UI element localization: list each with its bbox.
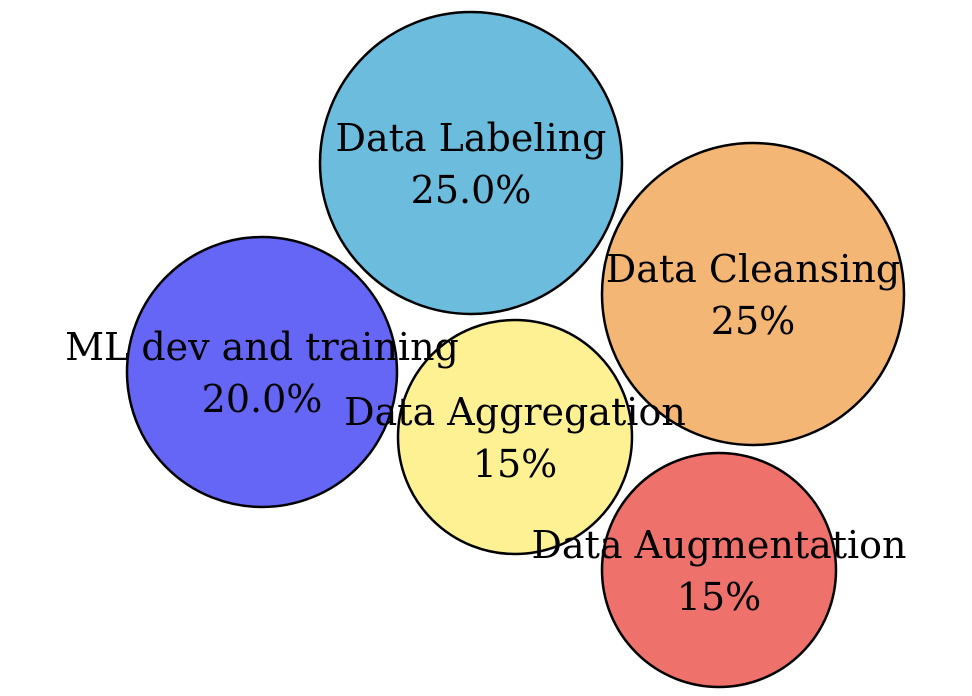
bubble-label-data-augmentation: Data Augmentation <box>531 523 906 567</box>
bubble-label-data-cleansing: Data Cleansing <box>606 247 900 291</box>
bubble-value-data-labeling: 25.0% <box>411 168 532 212</box>
bubble-data-cleansing <box>600 141 906 447</box>
bubble-data-aggregation <box>396 318 634 556</box>
bubble-label-ml-dev-and-training: ML dev and training <box>65 325 459 369</box>
bubble-value-data-augmentation: 15% <box>677 575 761 619</box>
bubble-value-ml-dev-and-training: 20.0% <box>202 377 323 421</box>
bubble-ml-dev-and-training <box>125 235 399 509</box>
bubble-value-data-aggregation: 15% <box>473 442 557 486</box>
bubble-data-labeling <box>318 10 624 316</box>
bubble-value-data-cleansing: 25% <box>711 299 795 343</box>
bubble-data-augmentation <box>600 451 838 689</box>
bubble-label-data-labeling: Data Labeling <box>336 116 607 160</box>
bubble-label-data-aggregation: Data Aggregation <box>344 390 686 434</box>
